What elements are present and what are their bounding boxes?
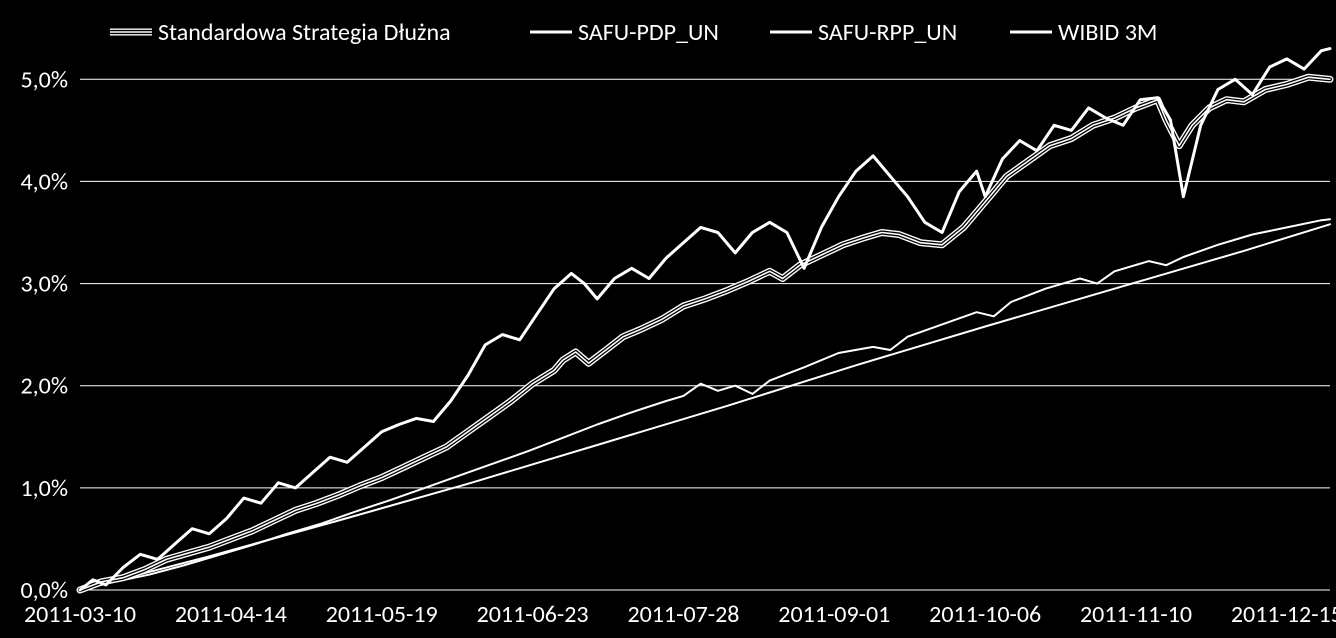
x-axis-label: 2011-10-06 [929,600,1041,629]
series-ssd [80,77,1330,590]
x-axis-label: 2011-11-10 [1080,600,1192,629]
x-axis-label: 2011-09-01 [778,600,890,629]
series-ssd-core [80,77,1330,590]
series-rpp [80,219,1330,590]
y-axis-label: 4,0% [21,167,68,196]
x-axis-label: 2011-06-23 [477,600,589,629]
performance-line-chart: 0,0%1,0%2,0%3,0%4,0%5,0%2011-03-102011-0… [0,0,1336,638]
y-axis-label: 3,0% [21,270,68,299]
y-axis-label: 2,0% [21,372,68,401]
legend-label-ssd: Standardowa Strategia Dłużna [158,18,451,47]
series-pdp [80,49,1330,590]
legend-label-wibid: WIBID 3M [1058,18,1157,47]
x-axis-label: 2011-04-14 [175,600,287,629]
legend-label-pdp: SAFU-PDP_UN [578,18,719,47]
y-axis-label: 1,0% [21,474,68,503]
x-axis-label: 2011-03-10 [24,600,136,629]
series-wibid [80,224,1330,590]
legend-label-rpp: SAFU-RPP_UN [818,18,957,47]
x-axis-label: 2011-05-19 [326,600,438,629]
x-axis-label: 2011-12-15 [1231,600,1336,629]
x-axis-label: 2011-07-28 [627,600,739,629]
y-axis-label: 5,0% [21,65,68,94]
series-ssd-gap [80,77,1330,590]
